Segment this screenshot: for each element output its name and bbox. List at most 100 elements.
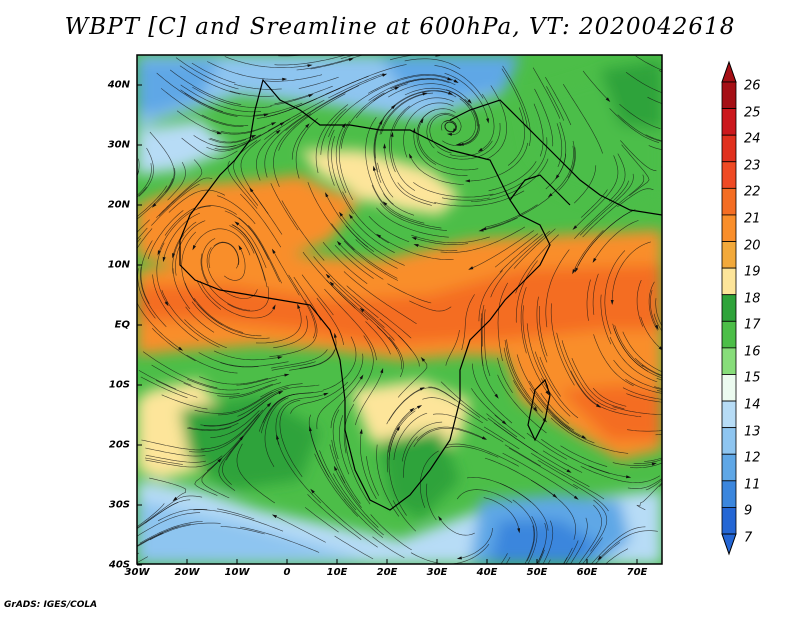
streamline [567, 140, 576, 178]
streamline [140, 267, 167, 328]
streamline [233, 140, 259, 206]
shaded-field [137, 55, 662, 564]
streamline [315, 104, 349, 174]
streamline [563, 547, 573, 564]
streamline [647, 96, 662, 104]
streamline [612, 406, 662, 415]
streamline [389, 105, 410, 173]
streamline [481, 305, 485, 347]
streamline-arrow [699, 397, 704, 400]
streamline-arrow [307, 64, 313, 68]
streamline [138, 147, 154, 197]
streamline [273, 251, 300, 296]
streamline [264, 107, 317, 178]
streamline [332, 409, 340, 460]
streamline [322, 242, 368, 285]
streamline [440, 381, 488, 422]
colorbar-segment [721, 108, 737, 136]
streamline [458, 98, 479, 145]
streamline [471, 158, 549, 202]
streamline [572, 483, 609, 512]
streamline [320, 108, 347, 155]
streamline [644, 457, 662, 462]
streamline [332, 473, 384, 536]
streamline [582, 174, 645, 238]
streamline [149, 477, 187, 500]
streamline [526, 432, 568, 460]
streamline [501, 68, 528, 127]
streamline [590, 499, 608, 552]
streamline [314, 453, 359, 517]
streamline [617, 114, 662, 142]
colorbar-label: 19 [744, 264, 761, 280]
streamline-arrow [216, 131, 222, 135]
streamline [483, 196, 550, 230]
streamline [193, 509, 284, 532]
streamline-arrow [379, 119, 383, 125]
streamline [274, 55, 347, 66]
streamline [534, 351, 579, 419]
streamline [562, 83, 603, 154]
streamline [565, 540, 579, 564]
streamline-arrow [75, 590, 80, 594]
streamline-arrow [448, 91, 454, 95]
streamline-arrow [172, 253, 175, 259]
streamline [208, 138, 247, 144]
streamline [513, 380, 546, 421]
streamline [513, 228, 556, 269]
streamline [522, 305, 548, 394]
streamline [184, 92, 266, 117]
streamline [413, 182, 494, 198]
streamline [326, 279, 369, 321]
streamline [573, 230, 604, 272]
streamline [269, 299, 318, 357]
streamline [373, 106, 394, 184]
streamline [218, 386, 289, 416]
streamline [316, 297, 344, 345]
colorbar-label: 13 [744, 424, 761, 440]
streamline [183, 382, 240, 395]
streamline [661, 166, 662, 168]
streamline [600, 294, 612, 345]
streamline [373, 168, 394, 205]
streamline [656, 390, 662, 392]
streamline [609, 336, 658, 383]
streamline [261, 397, 286, 434]
streamline [434, 65, 484, 99]
streamline-arrow [597, 555, 602, 561]
streamline [388, 336, 404, 378]
streamline [532, 67, 561, 119]
streamline [384, 203, 425, 224]
streamline [255, 306, 302, 344]
streamline [558, 147, 576, 191]
streamline-arrow [683, 76, 688, 79]
streamline [426, 112, 462, 149]
streamline [237, 384, 320, 417]
streamline [612, 462, 655, 466]
streamline [278, 93, 346, 151]
streamline [608, 153, 626, 202]
streamline [578, 504, 603, 564]
streamline-arrow [325, 273, 331, 279]
streamline [239, 526, 320, 553]
streamline [355, 239, 398, 269]
streamline [226, 404, 270, 461]
streamline [391, 90, 451, 109]
streamline [340, 55, 355, 59]
streamline [338, 242, 384, 280]
streamline [397, 359, 428, 398]
streamline [556, 121, 567, 178]
streamline [540, 392, 569, 424]
streamline [534, 88, 554, 147]
streamline [470, 230, 534, 269]
lon-label: 50E [526, 567, 548, 578]
streamline [328, 73, 385, 99]
colorbar-segment [721, 134, 737, 163]
colorbar-label: 24 [744, 131, 761, 147]
streamline [365, 117, 385, 204]
streamline [163, 212, 201, 260]
streamline [504, 339, 538, 409]
streamline [224, 56, 310, 68]
streamline [248, 225, 282, 284]
streamline [388, 83, 471, 102]
